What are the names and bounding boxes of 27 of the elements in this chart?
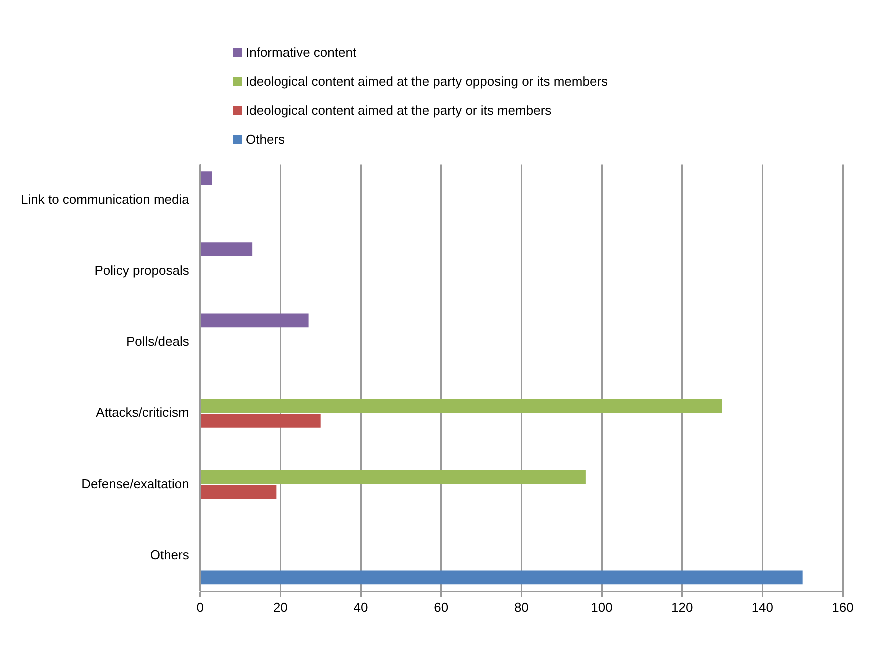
y-tick-label: Others (150, 547, 190, 562)
legend-label: Ideological content aimed at the party or its members (246, 103, 552, 118)
y-tick-label: Polls/deals (126, 334, 190, 350)
x-tick-label: 20 (273, 600, 288, 615)
x-tick-label: 0 (196, 600, 204, 615)
x-tick-label: 80 (514, 600, 529, 615)
bar (201, 172, 212, 186)
bar (201, 414, 321, 428)
x-tick-label: 100 (591, 600, 613, 615)
legend-label: Ideological content aimed at the party opposing or its members (246, 74, 608, 89)
y-tick-label: Attacks/criticism (96, 405, 190, 420)
bar (201, 485, 277, 499)
bar (201, 314, 309, 328)
legend-label: Informative content (246, 45, 357, 60)
bar (201, 399, 723, 414)
x-tick-label: 60 (434, 600, 449, 615)
bar (201, 242, 253, 257)
legend-label: Others (246, 132, 286, 147)
bar (201, 570, 803, 585)
x-tick-label: 140 (752, 600, 774, 615)
y-tick-label: Policy proposals (94, 263, 190, 278)
y-tick-label: Link to communication media (21, 192, 190, 207)
x-tick-label: 160 (832, 600, 854, 615)
x-tick-label: 120 (671, 600, 694, 615)
y-tick-label: Defense/exaltation (82, 476, 190, 492)
bar (201, 470, 586, 484)
x-tick-label: 40 (354, 600, 368, 615)
